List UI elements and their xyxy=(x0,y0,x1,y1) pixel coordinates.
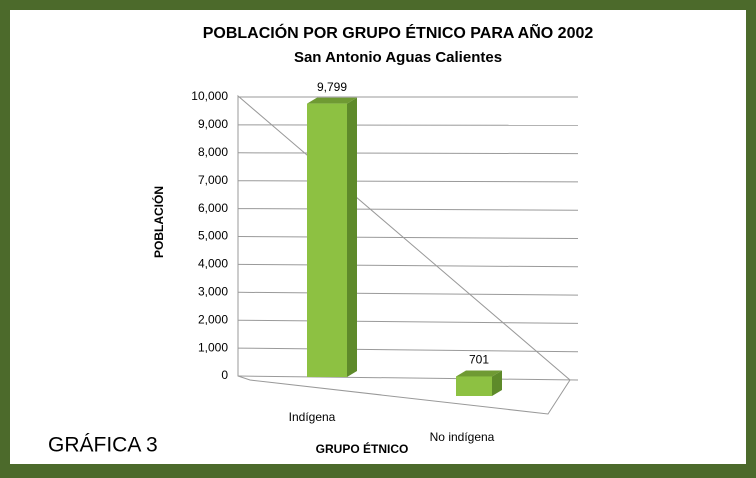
data-label: 9,799 xyxy=(317,80,347,94)
grid-line xyxy=(237,208,579,211)
y-tick-label: 6,000 xyxy=(198,201,228,215)
y-tick-label: 0 xyxy=(221,368,228,382)
y-axis-label: POBLACIÓN xyxy=(151,186,166,258)
y-tick-label: 1,000 xyxy=(198,340,228,354)
grid-line xyxy=(237,152,579,155)
data-label: 701 xyxy=(469,353,489,367)
bar-side xyxy=(492,370,502,396)
y-tick-label: 2,000 xyxy=(198,312,228,326)
grid-line xyxy=(237,180,579,183)
bar xyxy=(456,376,492,396)
chart-title: POBLACIÓN POR GRUPO ÉTNICO PARA AÑO 2002 xyxy=(203,22,594,42)
y-tick-label: 7,000 xyxy=(198,173,228,187)
floor-outline xyxy=(237,94,571,415)
grid-line xyxy=(237,263,579,268)
grid-line xyxy=(237,291,579,296)
y-tick-label: 10,000 xyxy=(191,89,228,103)
bar xyxy=(307,103,347,377)
annotation: GRÁFICA 3 xyxy=(48,434,158,457)
chart-subtitle: San Antonio Aguas Calientes xyxy=(294,49,502,66)
grid-line xyxy=(237,319,579,324)
bar-side xyxy=(347,97,357,377)
y-tick-label: 5,000 xyxy=(198,229,228,243)
y-tick-label: 3,000 xyxy=(198,284,228,298)
grid-line xyxy=(237,375,579,381)
y-tick-label: 8,000 xyxy=(198,145,228,159)
bar-top xyxy=(307,97,357,104)
y-tick-label: 9,000 xyxy=(198,117,228,131)
grid-line xyxy=(237,236,579,239)
x-axis-label: GRUPO ÉTNICO xyxy=(316,441,409,456)
x-tick-label: No indígena xyxy=(430,430,495,444)
grid-line xyxy=(237,347,579,353)
y-tick-label: 4,000 xyxy=(198,257,228,271)
bar-top xyxy=(456,370,502,377)
x-tick-label: Indígena xyxy=(289,410,336,424)
